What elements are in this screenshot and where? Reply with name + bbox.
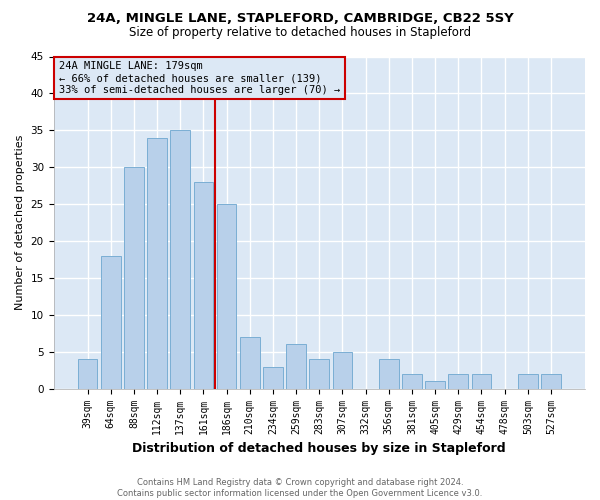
Text: 24A, MINGLE LANE, STAPLEFORD, CAMBRIDGE, CB22 5SY: 24A, MINGLE LANE, STAPLEFORD, CAMBRIDGE,… [86, 12, 514, 26]
Bar [518, 374, 538, 388]
Bar [448, 374, 468, 388]
X-axis label: Distribution of detached houses by size in Stapleford: Distribution of detached houses by size … [133, 442, 506, 455]
Text: Size of property relative to detached houses in Stapleford: Size of property relative to detached ho… [129, 26, 471, 39]
Bar [194, 182, 213, 388]
Bar [286, 344, 306, 389]
Bar [170, 130, 190, 388]
Bar [332, 352, 352, 389]
Text: Contains HM Land Registry data © Crown copyright and database right 2024.
Contai: Contains HM Land Registry data © Crown c… [118, 478, 482, 498]
Bar [541, 374, 561, 388]
Bar [402, 374, 422, 388]
Bar [101, 256, 121, 388]
Bar [310, 359, 329, 388]
Bar [379, 359, 398, 388]
Bar [77, 359, 97, 388]
Text: 24A MINGLE LANE: 179sqm
← 66% of detached houses are smaller (139)
33% of semi-d: 24A MINGLE LANE: 179sqm ← 66% of detache… [59, 62, 340, 94]
Bar [472, 374, 491, 388]
Bar [124, 167, 144, 388]
Y-axis label: Number of detached properties: Number of detached properties [15, 135, 25, 310]
Bar [147, 138, 167, 388]
Bar [240, 337, 260, 388]
Bar [425, 382, 445, 388]
Bar [217, 204, 236, 388]
Bar [263, 366, 283, 388]
